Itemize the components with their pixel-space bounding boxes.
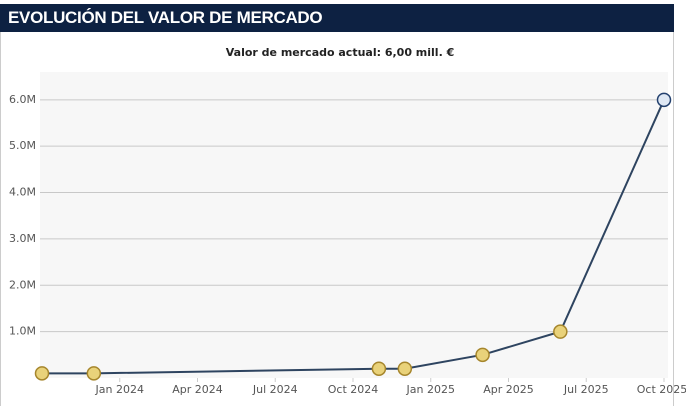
point-marker xyxy=(553,324,568,339)
y-tick-label: 4.0M xyxy=(9,186,36,199)
x-tick-label: Jan 2025 xyxy=(406,383,455,396)
x-tick-label: Apr 2025 xyxy=(483,383,534,396)
x-tick-label: Jan 2024 xyxy=(95,383,144,396)
x-tick-label: Jul 2025 xyxy=(563,383,609,396)
y-tick-label: 2.0M xyxy=(9,278,36,291)
chart-subtitle: Valor de mercado actual: 6,00 mill. € xyxy=(226,46,455,59)
x-tick-label: Oct 2024 xyxy=(328,383,379,396)
header-title: EVOLUCIÓN DEL VALOR DE MERCADO xyxy=(0,4,674,32)
y-tick-label: 1.0M xyxy=(9,325,36,338)
card xyxy=(0,32,674,406)
point-marker xyxy=(475,347,490,363)
point-marker xyxy=(86,366,102,381)
x-tick-label: Jul 2024 xyxy=(252,383,298,396)
y-tick-label: 3.0M xyxy=(9,232,36,245)
x-tick-label: Oct 2025 xyxy=(637,383,686,396)
point-marker xyxy=(34,366,50,381)
y-tick-label: 5.0M xyxy=(9,139,36,152)
x-tick-label: Apr 2024 xyxy=(172,383,223,396)
y-tick-label: 6.0M xyxy=(9,93,36,106)
point-marker xyxy=(656,92,672,108)
point-marker xyxy=(397,361,413,376)
point-marker xyxy=(371,361,387,376)
